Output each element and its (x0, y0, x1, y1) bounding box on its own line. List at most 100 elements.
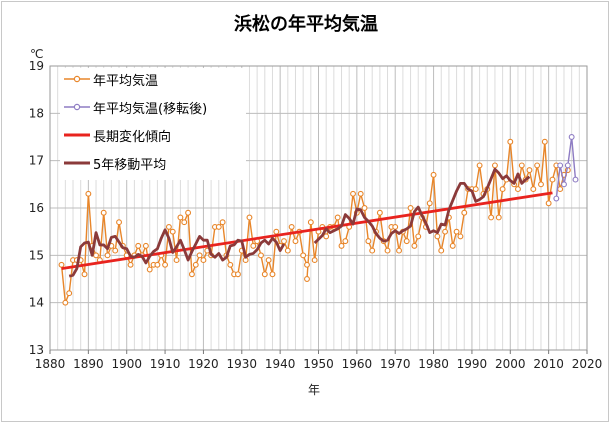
annual-temp-point (177, 214, 184, 221)
annual-temp-point (135, 242, 142, 249)
annual-temp-point (304, 276, 310, 282)
annual-temp-point (116, 219, 122, 226)
y-tick-label: 18 (29, 106, 44, 120)
annual-temp-point (392, 223, 399, 230)
legend-item-relocated: 年平均気温(移転後) (60, 96, 246, 118)
annual-temp-point (396, 247, 402, 254)
legend-swatch-relocated (64, 103, 90, 111)
y-tick-label: 16 (29, 201, 44, 215)
annual-temp-point (457, 233, 464, 240)
annual-temp-point (472, 186, 479, 193)
x-tick-label: 1940 (265, 357, 296, 371)
annual-temp-point (165, 223, 172, 230)
annual-temp-point (162, 261, 169, 268)
relocated-temp-point (564, 162, 571, 169)
annual-temp-point (453, 228, 460, 235)
legend-label: 年平均気温 (93, 74, 159, 89)
annual-temp-point (307, 219, 314, 226)
x-axis-ticks: 1880 1890 1900 1910 1920 1930 1940 1950 1960 1970… (35, 350, 603, 371)
annual-temp-point (196, 252, 203, 259)
annual-temp-point (169, 228, 176, 235)
annual-temp-point (188, 271, 195, 278)
x-tick-label: 1980 (418, 357, 449, 371)
annual-temp-point (350, 190, 356, 197)
x-tick-label: 2000 (495, 357, 526, 371)
annual-temp-point (215, 223, 222, 230)
annual-temp-point (426, 200, 433, 207)
annual-temp-point (181, 219, 188, 226)
annual-temp-point (415, 233, 422, 240)
annual-temp-point (154, 261, 161, 268)
legend-label: 年平均気温(移転後) (93, 102, 208, 117)
annual-temp-point (342, 238, 349, 245)
annual-temp-point (534, 162, 541, 169)
annual-temp-point (411, 242, 418, 249)
annual-temp-point (488, 214, 495, 221)
x-tick-label: 1950 (303, 357, 334, 371)
legend-item-moving-average: 5年移動平均 (60, 152, 246, 174)
annual-temp-point (85, 190, 92, 197)
y-axis-ticks: 13 14 15 16 17 18 19 (29, 59, 44, 357)
annual-temp-point (127, 261, 134, 268)
annual-temp-point (384, 247, 391, 254)
x-tick-label: 1900 (111, 357, 142, 371)
relocated-temp-line (555, 136, 577, 199)
x-axis-label: 年 (308, 383, 320, 397)
annual-temp-point (261, 271, 268, 278)
annual-temp-point (62, 299, 69, 306)
annual-temp-point (200, 257, 207, 264)
x-tick-label: 1970 (380, 357, 411, 371)
annual-temp-point (538, 181, 544, 188)
x-tick-label: 1960 (342, 357, 373, 371)
annual-temp-point (219, 219, 226, 226)
annual-temp-point (541, 138, 548, 145)
relocated-temp-point (557, 162, 564, 169)
relocated-temp-point (561, 181, 567, 188)
annual-temp-point (491, 162, 498, 169)
annual-temp-point (557, 186, 564, 193)
annual-temp-point (250, 242, 257, 249)
annual-temp-point (438, 247, 445, 254)
annual-temp-point (361, 205, 368, 211)
x-tick-label: 1930 (227, 357, 258, 371)
annual-temp-point (265, 257, 272, 264)
annual-temp-point (284, 247, 291, 254)
annual-temp-point (269, 271, 276, 278)
annual-temp-point (495, 214, 502, 221)
annual-temp-point (376, 209, 383, 216)
annual-temp-point (104, 252, 111, 259)
annual-temp-point (93, 252, 99, 259)
legend-swatch-moving-average (64, 161, 90, 165)
legend-label: 長期変化傾向 (93, 130, 172, 145)
x-tick-label: 2020 (572, 357, 603, 371)
annual-temp-point (549, 176, 556, 183)
annual-temp-point (112, 247, 119, 254)
annual-temp-point (300, 252, 307, 259)
relocated-temp-point (572, 176, 579, 183)
legend-item-trend: 長期変化傾向 (60, 124, 246, 146)
y-tick-label: 14 (29, 296, 44, 310)
annual-temp-point (142, 242, 149, 249)
annual-temp-point (227, 261, 234, 268)
annual-temp-point (235, 271, 241, 278)
annual-temp-point (304, 261, 310, 268)
annual-temp-point (185, 209, 192, 216)
annual-temp-point (273, 228, 280, 235)
annual-temp-point (323, 233, 330, 240)
legend-item-annual: 年平均気温 (60, 68, 246, 90)
x-tick-label: 1880 (35, 357, 66, 371)
y-unit-label: ℃ (30, 47, 43, 61)
annual-temp-point (173, 257, 180, 264)
annual-temp-point (357, 190, 364, 197)
annual-temp-point (192, 261, 199, 268)
annual-temp-point (530, 186, 537, 193)
annual-temp-point (476, 162, 483, 169)
moving-average-line (68, 228, 286, 278)
annual-temp-point (434, 233, 441, 240)
annual-temp-point (499, 186, 506, 193)
annual-temp-point (334, 214, 341, 221)
annual-temp-point (545, 200, 552, 207)
annual-temp-point (311, 257, 318, 264)
annual-temp-point (338, 242, 345, 249)
